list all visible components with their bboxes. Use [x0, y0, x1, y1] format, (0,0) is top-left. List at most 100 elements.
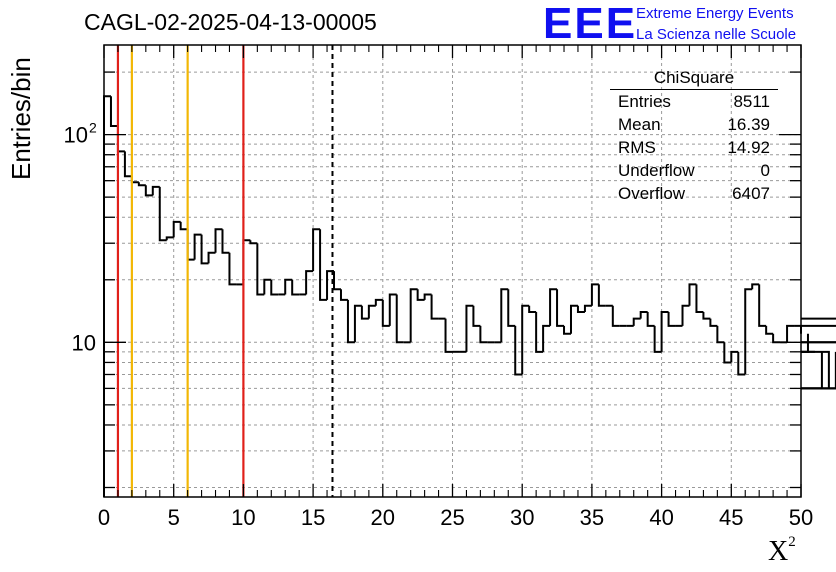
histogram-bin: [514, 325, 523, 376]
x-tick-label: 5: [168, 505, 180, 530]
x-tick-label: 0: [98, 505, 110, 530]
histogram-bin: [381, 299, 390, 327]
y-tick-exponent: 2: [89, 120, 97, 136]
x-tick-label: 45: [719, 505, 743, 530]
histogram-bin: [430, 294, 439, 320]
histogram-bin: [395, 294, 404, 344]
histogram-bin: [695, 284, 704, 313]
x-axis-superscript: 2: [788, 533, 796, 550]
histogram-bin: [646, 311, 655, 327]
histogram-bin: [723, 342, 732, 364]
histogram-bin: [263, 278, 272, 295]
histogram-bin: [590, 283, 599, 306]
histogram-bin: [109, 96, 118, 128]
histogram-bin: [576, 305, 585, 313]
stat-row-overflow: Overflow 6407: [618, 184, 770, 206]
stat-value: 6407: [732, 184, 770, 203]
histogram-bin: [702, 311, 711, 320]
histogram-bin: [444, 318, 453, 353]
histogram-bin: [688, 283, 697, 306]
histogram-bin: [569, 304, 578, 334]
histogram-bin: [179, 221, 188, 231]
histogram-bin: [507, 289, 516, 327]
histogram-bin: [360, 305, 369, 320]
histogram-bin: [416, 289, 425, 301]
histogram-bin: [653, 325, 662, 353]
x-tick-label: 50: [789, 505, 813, 530]
histogram-bin: [221, 229, 230, 254]
histogram-bin: [709, 318, 718, 327]
histogram-bin: [556, 289, 565, 327]
x-tick-label: 20: [371, 505, 395, 530]
histogram-bin: [744, 288, 753, 375]
histogram-bin: [249, 240, 258, 245]
histogram-bin: [193, 233, 202, 260]
histogram-bin: [256, 243, 265, 296]
histogram-bin: [542, 324, 551, 352]
histogram-bin: [801, 350, 830, 389]
histogram-bin: [207, 251, 216, 264]
histogram-bin: [374, 298, 383, 306]
logo-line-1: Extreme Energy Events: [636, 5, 794, 22]
histogram-bin: [367, 304, 376, 319]
stat-value: 8511: [733, 92, 770, 111]
histogram-bin: [535, 311, 544, 353]
y-tick-label: 10: [72, 330, 96, 355]
histogram-bin: [158, 186, 167, 242]
histogram-bin: [479, 325, 488, 344]
axis-ticks-layer: [103, 45, 802, 497]
histogram-bin: [165, 236, 174, 241]
stat-name: Overflow: [618, 184, 686, 203]
stat-row-underflow: Underflow 0: [618, 161, 770, 183]
histogram-bin: [465, 304, 474, 352]
histogram-bin: [583, 304, 592, 312]
histogram-bin: [801, 341, 836, 344]
logo-mark: EEE: [543, 0, 638, 48]
histogram-bin: [388, 293, 397, 326]
stat-value: 16.39: [727, 115, 770, 134]
histogram-bin: [765, 325, 774, 335]
histogram-bin: [284, 278, 293, 295]
marker-lines-layer: [116, 45, 334, 497]
histogram-bin: [772, 333, 781, 344]
histogram-bin: [270, 279, 279, 296]
histogram-bin: [500, 288, 509, 343]
stat-name: Mean: [618, 115, 661, 134]
histogram-bin: [597, 284, 606, 307]
histogram-bin: [312, 228, 321, 272]
stat-name: Entries: [618, 92, 671, 111]
stats-title: ChiSquare: [653, 68, 735, 87]
histogram-bin: [291, 279, 300, 296]
x-tick-label: 35: [580, 505, 604, 530]
histogram-bin: [667, 311, 676, 327]
histogram-bin: [305, 270, 314, 295]
histogram-bin: [339, 289, 348, 301]
logo-line-2: La Scienza nelle Scuole: [636, 26, 797, 43]
histogram-bin: [423, 293, 432, 300]
histogram-bin: [549, 288, 558, 326]
x-axis-symbol: X: [768, 536, 789, 567]
histogram-bin: [228, 252, 237, 286]
stat-name: RMS: [618, 138, 656, 157]
stat-value: 14.92: [727, 138, 770, 157]
histogram-bin: [681, 304, 690, 326]
stat-value: 0: [760, 161, 770, 180]
histogram-bin: [144, 185, 153, 197]
histogram-bin: [801, 341, 836, 344]
histogram-bin: [801, 351, 823, 390]
histogram-bin: [801, 351, 836, 390]
histogram-bin: [319, 229, 328, 301]
histogram-bin: [801, 317, 836, 320]
x-tick-label: 25: [440, 505, 464, 530]
histogram-bin: [660, 310, 669, 352]
histogram-bin: [758, 284, 767, 327]
histogram-bin: [151, 185, 160, 196]
histogram-bin: [639, 310, 648, 319]
histogram-bin: [214, 228, 223, 253]
histogram-bin: [716, 325, 725, 344]
stats-title-rule: [610, 89, 778, 90]
stat-row-rms: RMS 14.92: [618, 138, 770, 160]
histogram-bin: [200, 234, 209, 265]
histogram-bin: [346, 299, 355, 344]
